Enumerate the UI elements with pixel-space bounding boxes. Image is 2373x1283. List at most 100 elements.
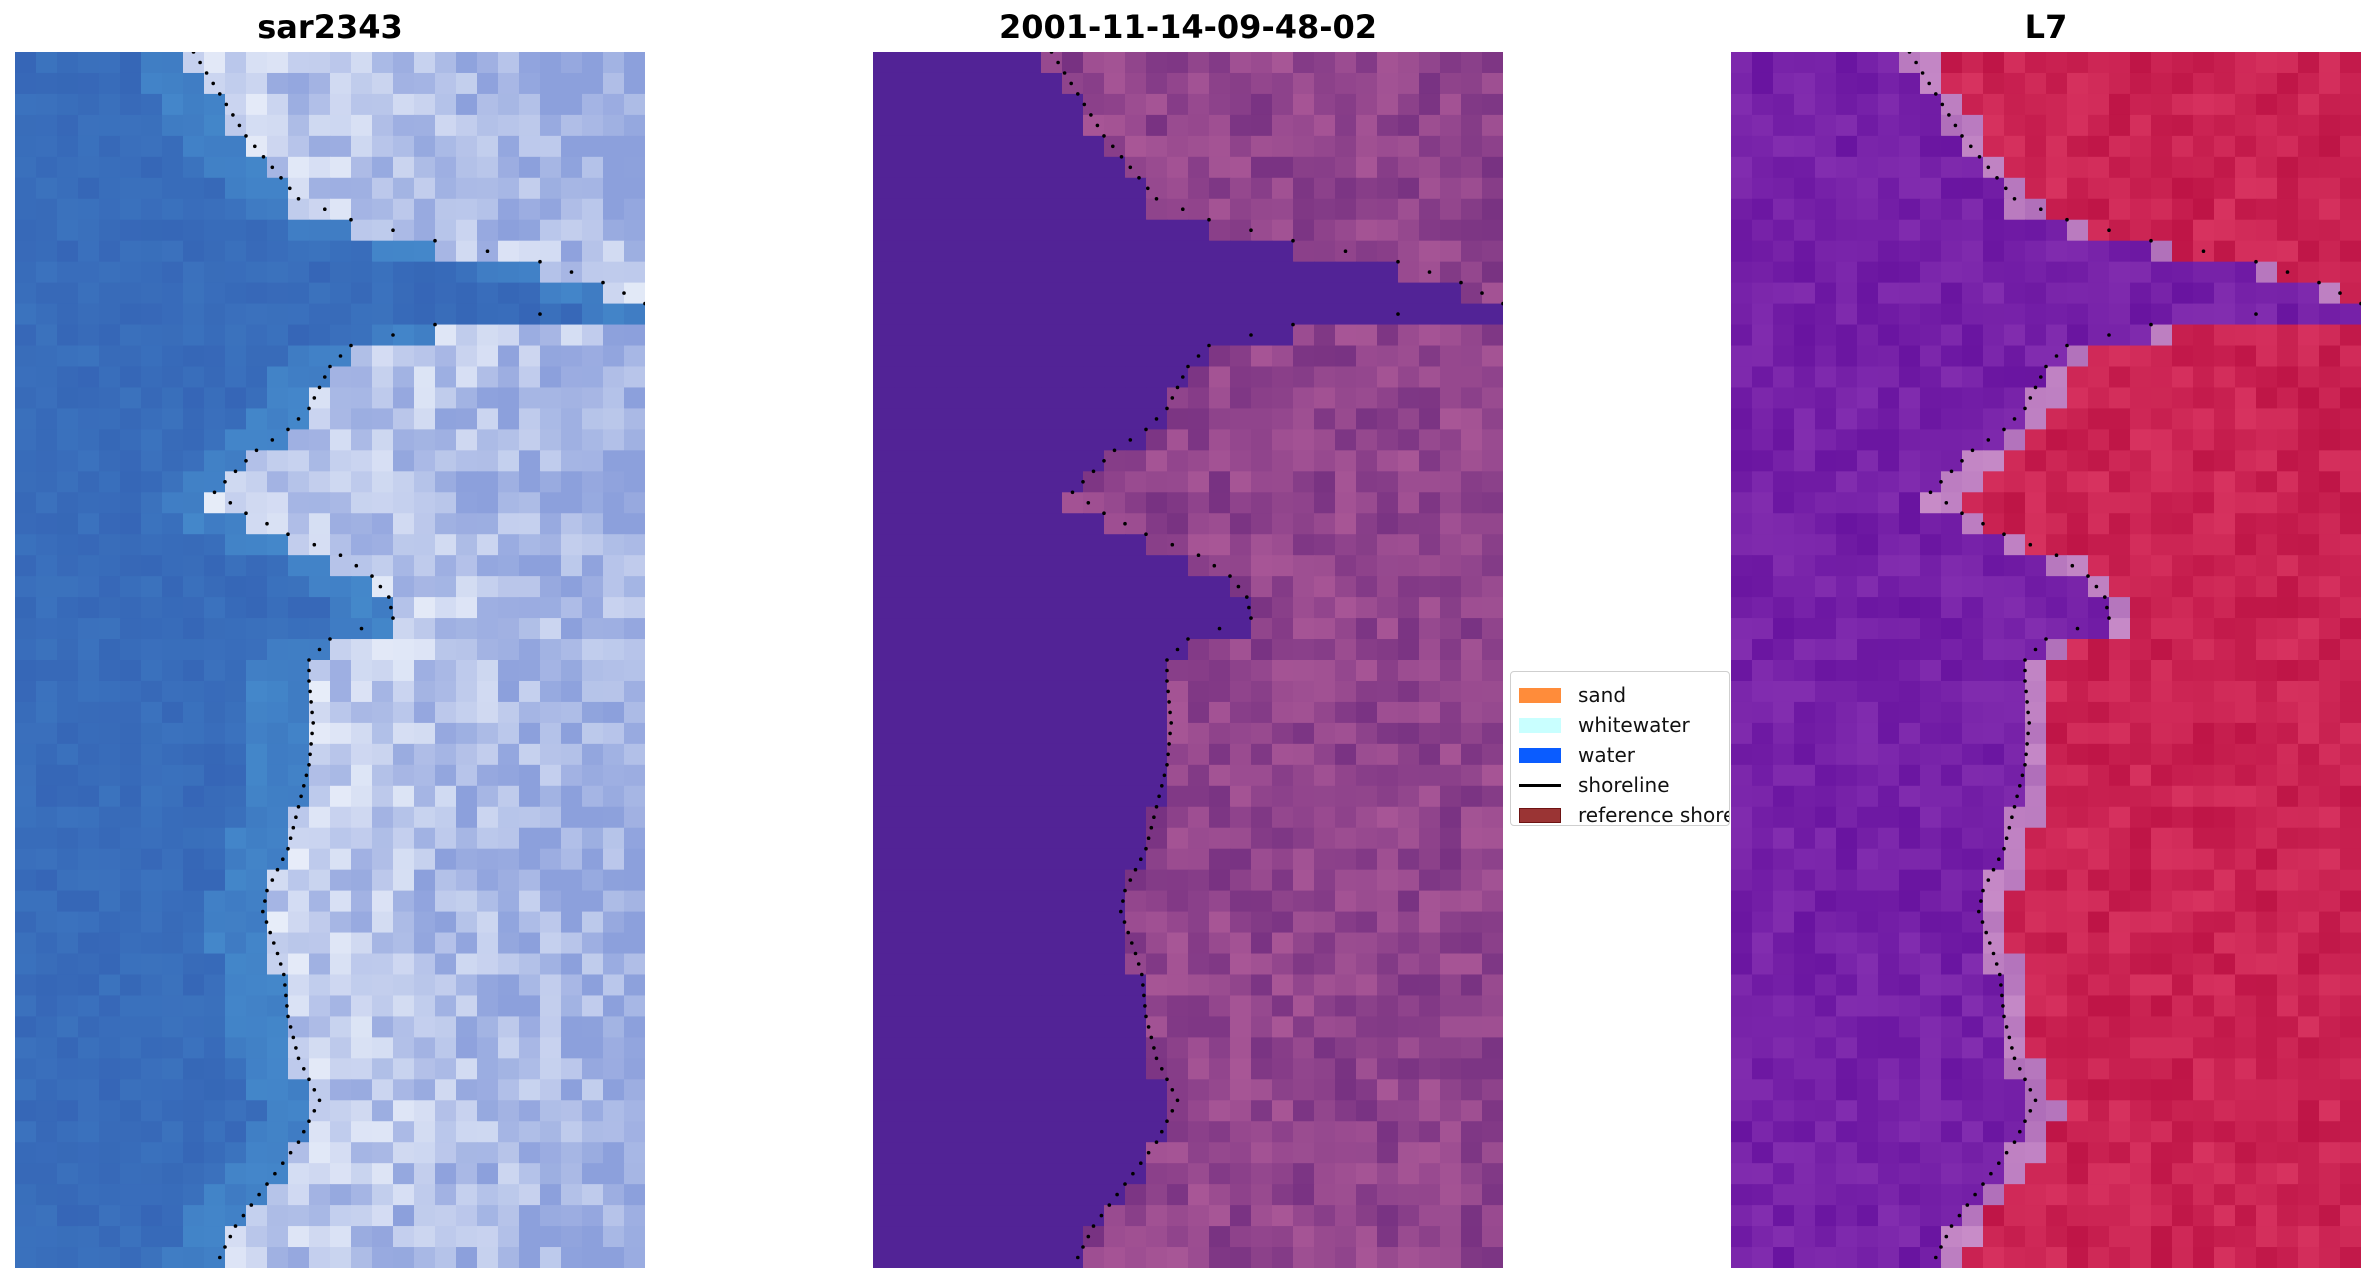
shoreline-dot (312, 542, 317, 547)
shoreline-dot (1166, 752, 1170, 757)
shoreline-dot (1980, 920, 1985, 924)
shoreline-dot (1249, 616, 1253, 620)
shoreline-dot (282, 972, 286, 977)
shoreline-dot (1091, 1224, 1096, 1228)
shoreline-dot (309, 700, 313, 704)
shoreline-dot (328, 637, 332, 641)
shoreline-dot (1249, 333, 1253, 337)
shoreline-dot (2002, 427, 2006, 432)
shoreline-dot (1291, 322, 1295, 327)
shoreline-dot (261, 155, 266, 159)
shoreline-dot (2000, 993, 2004, 998)
shoreline-dot (1154, 1056, 1159, 1061)
shoreline-dot (2044, 364, 2048, 369)
shoreline-dot (1139, 1161, 1143, 1165)
shoreline-dot (370, 574, 374, 578)
shoreline-dot (244, 459, 248, 463)
shoreline-dot (307, 1077, 311, 1082)
shoreline-dot (378, 584, 383, 589)
shoreline-dot (1166, 689, 1170, 694)
shoreline-dot (1167, 742, 1171, 746)
shoreline-dot (2004, 1150, 2009, 1155)
shoreline-dot (263, 899, 267, 903)
shoreline-dot (359, 626, 364, 631)
shoreline-dot (1165, 1119, 1169, 1123)
shoreline-dot (1986, 878, 1991, 882)
legend-label: sand (1578, 683, 1627, 707)
shoreline-dot (2004, 186, 2008, 191)
legend-label: water (1578, 743, 1635, 767)
shoreline-dot (1143, 1004, 1147, 1008)
shoreline-dot (1157, 794, 1161, 799)
shoreline-dot (2012, 1056, 2017, 1061)
panel-title-3: L7 (2024, 8, 2068, 46)
shoreline-dot (237, 123, 242, 128)
shoreline-dot (286, 846, 290, 851)
shoreline-dot (288, 836, 293, 840)
legend-swatch (1519, 783, 1561, 787)
shoreline-dot (1988, 941, 1992, 945)
shoreline-dot (1102, 459, 1106, 463)
shoreline-dot (296, 1056, 301, 1061)
shoreline-dot (1165, 679, 1169, 683)
shoreline-dot (223, 1245, 227, 1249)
shoreline-dot (233, 469, 238, 474)
shoreline-dot (272, 941, 276, 945)
shoreline-dot (270, 438, 275, 442)
shoreline-dot (2065, 343, 2069, 348)
shoreline-dot (1480, 291, 1484, 295)
shoreline-dot (1112, 448, 1117, 453)
shoreline-dot (1152, 815, 1156, 819)
shoreline-dot (2103, 595, 2107, 599)
shoreline-dot (601, 280, 605, 285)
shoreline-dot (1082, 102, 1087, 107)
shoreline-dot (1995, 176, 1999, 180)
shoreline-dot (296, 417, 301, 421)
shoreline-dot (485, 249, 490, 253)
shoreline-dot (1999, 983, 2003, 987)
shoreline-dot (2039, 207, 2043, 211)
shoreline-dot (1160, 784, 1164, 788)
shoreline-dot (1175, 647, 1180, 652)
legend-item-reference-shoreline: reference shoreline (1519, 800, 1729, 825)
shoreline-dot (1217, 626, 1222, 631)
shoreline-dot (294, 1046, 298, 1050)
shoreline-dot (224, 102, 229, 107)
shoreline-dot (1154, 417, 1159, 421)
shoreline-dot (212, 490, 217, 495)
shoreline-dot (1136, 962, 1141, 966)
shoreline-dot (1170, 1088, 1175, 1092)
shoreline-dot (1165, 668, 1169, 673)
shoreline-dot (1997, 857, 2001, 861)
shoreline-dot (244, 134, 248, 138)
shoreline-dot (299, 794, 303, 799)
shoreline-dot (281, 857, 285, 861)
shoreline-dot (294, 815, 298, 819)
shoreline-dot (308, 752, 312, 757)
shoreline-dot (1165, 1077, 1169, 1082)
shoreline-dot (338, 354, 343, 358)
shoreline-dot (1168, 731, 1172, 736)
shoreline-dot (311, 721, 316, 725)
shoreline-dot (2028, 396, 2033, 400)
shoreline-dot (2149, 322, 2153, 327)
shoreline-dot (1960, 511, 1964, 515)
shoreline-dot (2012, 197, 2017, 201)
shoreline-dot (1991, 867, 1996, 872)
shoreline-dot (2027, 721, 2031, 725)
shoreline-dot (218, 1255, 222, 1260)
shoreline-dot (1170, 1109, 1175, 1113)
shoreline-dot (1939, 480, 1943, 484)
shoreline-dot (307, 763, 311, 767)
shoreline-dot (1167, 700, 1171, 704)
shoreline-dot (2002, 532, 2006, 536)
shoreline-dot (1949, 469, 1954, 474)
shoreline-dot (261, 909, 265, 914)
shoreline-dot (254, 448, 259, 453)
shoreline-dot (1169, 721, 1173, 725)
shoreline-dot (1944, 1234, 1949, 1239)
shoreline-dot (2025, 742, 2029, 746)
shoreline-dot (1144, 427, 1148, 432)
shoreline-dot (265, 888, 269, 893)
shoreline-dot (1131, 1171, 1135, 1176)
